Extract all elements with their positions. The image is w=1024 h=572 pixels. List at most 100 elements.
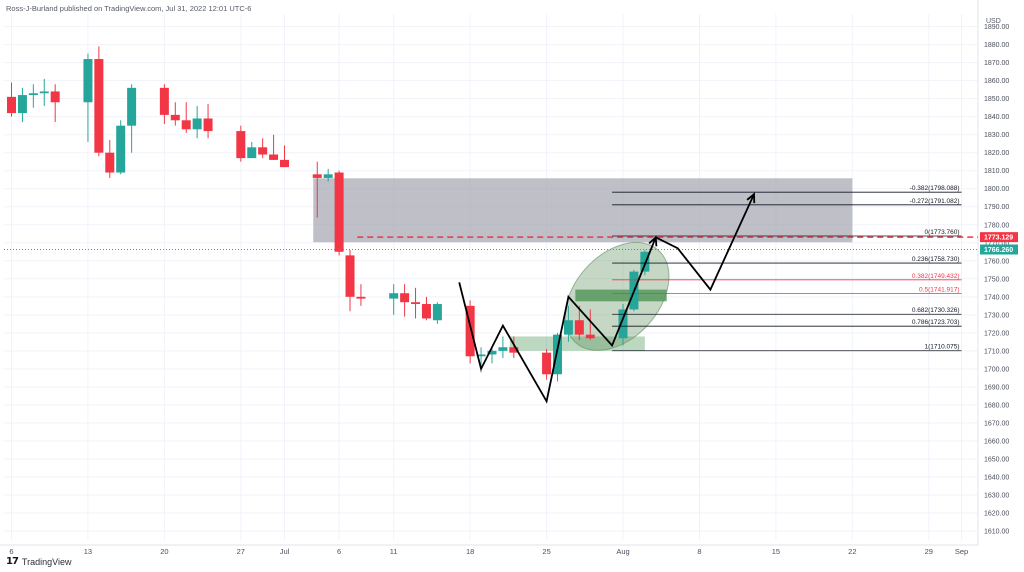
x-tick-label: 11 bbox=[390, 547, 398, 556]
time-axis[interactable]: 6 13 20 27 Jul 6 11 18 25 Aug 8 15 22 29 Sep bbox=[9, 547, 968, 556]
candle-down bbox=[585, 334, 595, 339]
arrowhead-icon bbox=[648, 235, 658, 247]
candle-down bbox=[345, 255, 355, 297]
price-label-text: 1766.260 bbox=[984, 247, 1013, 254]
fib-label: -0.382(1798.088) bbox=[910, 185, 960, 192]
y-tick-label: 1640.00 bbox=[984, 474, 1009, 481]
fib-label: 0.5(1741.917) bbox=[919, 286, 959, 293]
candle-up bbox=[116, 125, 126, 173]
candle-up bbox=[476, 354, 486, 357]
candle-up bbox=[618, 309, 628, 339]
y-tick-label: 1610.00 bbox=[984, 528, 1009, 535]
x-tick-label: 13 bbox=[84, 547, 92, 556]
footer-brand: TradingView bbox=[21, 556, 72, 567]
candle-down bbox=[312, 174, 322, 178]
candle-up bbox=[640, 251, 650, 272]
fib-layer: -0.382(1798.088) -0.272(1791.082) 0(1773.7… bbox=[612, 185, 962, 352]
candle-down bbox=[170, 114, 180, 121]
candle-down bbox=[334, 172, 344, 252]
y-tick-label: 1680.00 bbox=[984, 402, 1009, 409]
y-tick-label: 1850.00 bbox=[984, 96, 1009, 103]
candle-down bbox=[50, 91, 60, 103]
candle-up bbox=[563, 320, 573, 335]
candle-down bbox=[258, 147, 268, 155]
candle-up bbox=[432, 304, 442, 321]
candle-up bbox=[127, 87, 137, 126]
x-tick-label: Jul bbox=[280, 547, 290, 556]
x-tick-label: Aug bbox=[616, 547, 629, 556]
grid-layer bbox=[0, 0, 979, 546]
y-tick-label: 1660.00 bbox=[984, 438, 1009, 445]
y-tick-label: 1890.00 bbox=[984, 24, 1009, 31]
candle-up bbox=[498, 347, 508, 351]
drawings-layer bbox=[4, 192, 978, 404]
candle-up bbox=[487, 350, 497, 355]
candle-down bbox=[203, 118, 213, 132]
x-tick-label: 15 bbox=[772, 547, 780, 556]
candle-down bbox=[181, 120, 191, 130]
candle-down bbox=[356, 296, 366, 299]
candle-up bbox=[389, 293, 399, 299]
y-tick-label: 1880.00 bbox=[984, 42, 1009, 49]
y-tick-label: 1730.00 bbox=[984, 312, 1009, 319]
footer: 17 TradingView bbox=[6, 556, 71, 567]
x-tick-label: Sep bbox=[955, 547, 968, 556]
fib-label: 1(1710.075) bbox=[924, 344, 959, 351]
fib-label: 0.786(1723.703) bbox=[912, 319, 960, 326]
currency-label: USD bbox=[986, 18, 1001, 25]
y-tick-label: 1840.00 bbox=[984, 114, 1009, 121]
y-tick-label: 1830.00 bbox=[984, 132, 1009, 139]
price-axis[interactable]: 1610.00 1620.00 1630.00 1640.00 1650.00 1660.… bbox=[980, 24, 1018, 535]
candle-down bbox=[269, 154, 279, 160]
x-tick-label: 27 bbox=[237, 547, 245, 556]
y-tick-label: 1650.00 bbox=[984, 456, 1009, 463]
x-tick-label: 22 bbox=[848, 547, 856, 556]
candle-down bbox=[574, 320, 584, 335]
y-tick-label: 1820.00 bbox=[984, 150, 1009, 157]
x-tick-label: 29 bbox=[925, 547, 933, 556]
publisher-line: Ross-J-Burland published on TradingView.… bbox=[6, 4, 252, 13]
projection-path bbox=[458, 193, 755, 404]
arrowhead-icon bbox=[746, 192, 756, 204]
x-tick-label: 6 bbox=[337, 547, 341, 556]
x-tick-label: 18 bbox=[466, 547, 474, 556]
fib-label: 0(1773.760) bbox=[924, 229, 959, 236]
x-tick-label: 25 bbox=[542, 547, 550, 556]
y-tick-label: 1620.00 bbox=[984, 510, 1009, 517]
y-tick-label: 1750.00 bbox=[984, 276, 1009, 283]
candle-down bbox=[280, 159, 289, 168]
y-tick-label: 1630.00 bbox=[984, 492, 1009, 499]
zones-layer bbox=[313, 178, 853, 351]
y-tick-label: 1690.00 bbox=[984, 384, 1009, 391]
candle-down bbox=[105, 152, 115, 173]
x-tick-label: 8 bbox=[697, 547, 701, 556]
candle-down bbox=[411, 302, 421, 305]
price-label-box bbox=[980, 244, 1018, 255]
y-tick-label: 1770.00 bbox=[984, 240, 1009, 247]
candle-up bbox=[553, 334, 562, 375]
candle-down bbox=[400, 293, 410, 303]
candles-layer bbox=[7, 46, 650, 382]
y-tick-label: 1810.00 bbox=[984, 168, 1009, 175]
candle-up bbox=[17, 95, 27, 114]
candle-up bbox=[192, 118, 202, 130]
price-label-text: 1773.129 bbox=[984, 235, 1013, 242]
candle-up bbox=[28, 93, 38, 96]
y-tick-label: 1740.00 bbox=[984, 294, 1009, 301]
fib-label: 0.236(1758.730) bbox=[912, 256, 960, 263]
y-tick-label: 1790.00 bbox=[984, 204, 1009, 211]
fib-label: -0.272(1791.082) bbox=[910, 198, 960, 205]
price-label-box bbox=[980, 232, 1018, 243]
candle-up bbox=[39, 91, 49, 94]
candle-down bbox=[421, 304, 431, 319]
green-support-zone bbox=[575, 289, 667, 302]
y-tick-label: 1780.00 bbox=[984, 222, 1009, 229]
y-tick-label: 1670.00 bbox=[984, 420, 1009, 427]
candle-down bbox=[542, 352, 552, 375]
fib-label: 0.382(1749.432) bbox=[912, 273, 960, 280]
y-tick-label: 1860.00 bbox=[984, 78, 1009, 85]
candle-down bbox=[7, 96, 16, 114]
y-tick-label: 1800.00 bbox=[984, 186, 1009, 193]
x-tick-label: 20 bbox=[160, 547, 168, 556]
